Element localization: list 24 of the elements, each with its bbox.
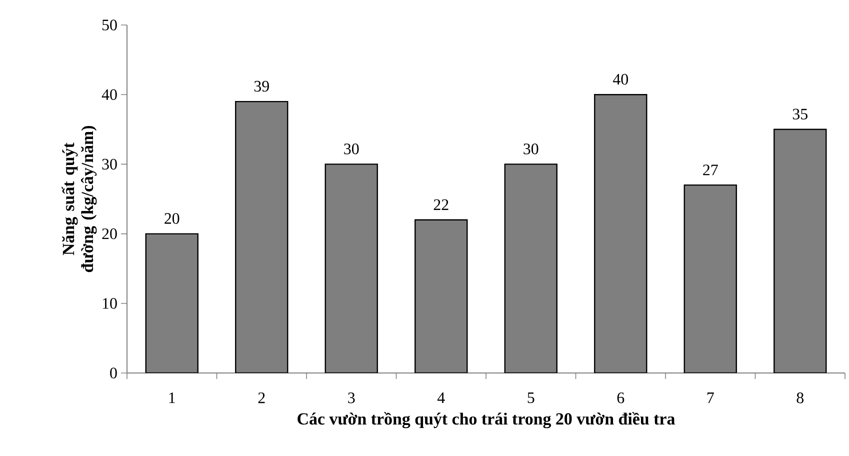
y-tick-label: 0 (110, 368, 117, 378)
data-label: 20 (164, 213, 180, 224)
x-tick-label: 7 (707, 392, 714, 403)
data-label: 39 (254, 80, 269, 92)
data-label: 22 (434, 199, 448, 210)
x-tick-label: 3 (348, 392, 355, 404)
data-label: 40 (612, 74, 628, 85)
data-label: 30 (524, 144, 538, 154)
y-tick-label: 50 (102, 20, 117, 30)
x-axis-title: Các vườn trồng quýt cho trái trong 20 vườn điều tra (298, 412, 675, 428)
y-tick-label: 20 (102, 228, 117, 240)
x-tick-label: 4 (437, 392, 445, 404)
x-tick-label: 8 (796, 392, 804, 404)
y-tick-label: 10 (102, 298, 117, 309)
x-tick-label: 5 (528, 392, 534, 404)
x-tick-label: 1 (169, 392, 175, 404)
x-tick-label: 2 (258, 392, 265, 404)
y-axis-title: Năng suất quýt đường (kg/cây/năm) (62, 126, 97, 272)
y-tick-label: 40 (102, 89, 117, 100)
data-label: 35 (792, 108, 808, 120)
data-label: 30 (344, 144, 359, 154)
y-tick-label: 30 (102, 158, 117, 170)
data-label: 27 (703, 164, 718, 176)
x-tick-label: 6 (617, 392, 624, 404)
